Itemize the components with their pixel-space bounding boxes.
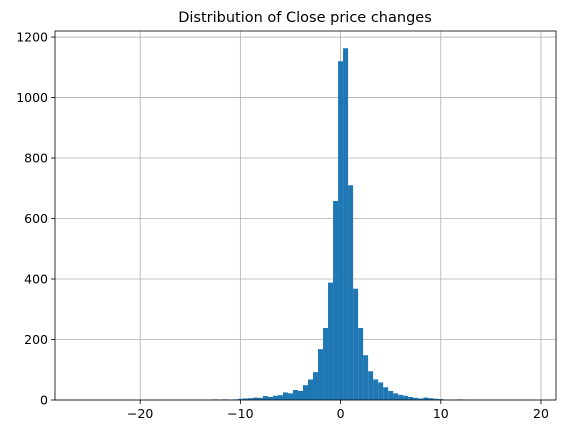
histogram-bar <box>298 391 303 400</box>
histogram-bar <box>323 328 328 400</box>
histogram-bar <box>358 328 363 400</box>
plot-frame <box>55 31 556 400</box>
histogram-bar <box>343 48 348 400</box>
histogram-bar <box>293 390 298 400</box>
y-tick-label: 800 <box>24 151 48 166</box>
histogram-bar <box>313 372 318 400</box>
y-tick-label: 1000 <box>16 90 48 105</box>
histogram-bar <box>318 349 323 400</box>
y-tick-label: 0 <box>40 393 48 408</box>
y-axis-ticks: 0 200 400 600 800 1000 1200 <box>16 30 55 408</box>
histogram-bar <box>283 392 288 400</box>
grid-lines <box>55 31 556 400</box>
histogram-bar <box>398 395 403 400</box>
y-tick-label: 600 <box>24 211 48 226</box>
x-tick-label: −10 <box>227 406 253 421</box>
y-tick-label: 400 <box>24 272 48 287</box>
histogram-bar <box>328 283 333 400</box>
y-tick-label: 200 <box>24 332 48 347</box>
histogram-bar <box>263 396 268 400</box>
histogram-bar <box>363 355 368 400</box>
histogram-bars <box>213 48 469 400</box>
x-tick-label: 0 <box>337 406 345 421</box>
histogram-bar <box>308 379 313 400</box>
histogram-bar <box>403 396 408 400</box>
histogram-bar <box>368 371 373 400</box>
histogram-bar <box>388 391 393 400</box>
x-tick-label: 20 <box>533 406 549 421</box>
histogram-bar <box>408 397 413 400</box>
x-tick-label: −20 <box>127 406 153 421</box>
histogram-bar <box>383 387 388 400</box>
histogram-bar <box>353 289 358 400</box>
histogram-bar <box>378 382 383 400</box>
x-tick-label: 10 <box>433 406 449 421</box>
histogram-bar <box>348 185 353 400</box>
histogram-bar <box>333 201 338 400</box>
chart-title: Distribution of Close price changes <box>178 10 432 26</box>
y-tick-label: 1200 <box>16 30 48 45</box>
histogram-bar <box>278 395 283 400</box>
histogram-bar <box>273 396 278 400</box>
histogram-bar <box>338 61 343 400</box>
histogram-bar <box>268 397 273 400</box>
histogram-bar <box>303 385 308 400</box>
histogram-bar <box>373 379 378 400</box>
histogram-bar <box>288 393 293 400</box>
histogram-bar <box>393 393 398 400</box>
x-axis-ticks: −20 −10 0 10 20 <box>127 400 549 421</box>
